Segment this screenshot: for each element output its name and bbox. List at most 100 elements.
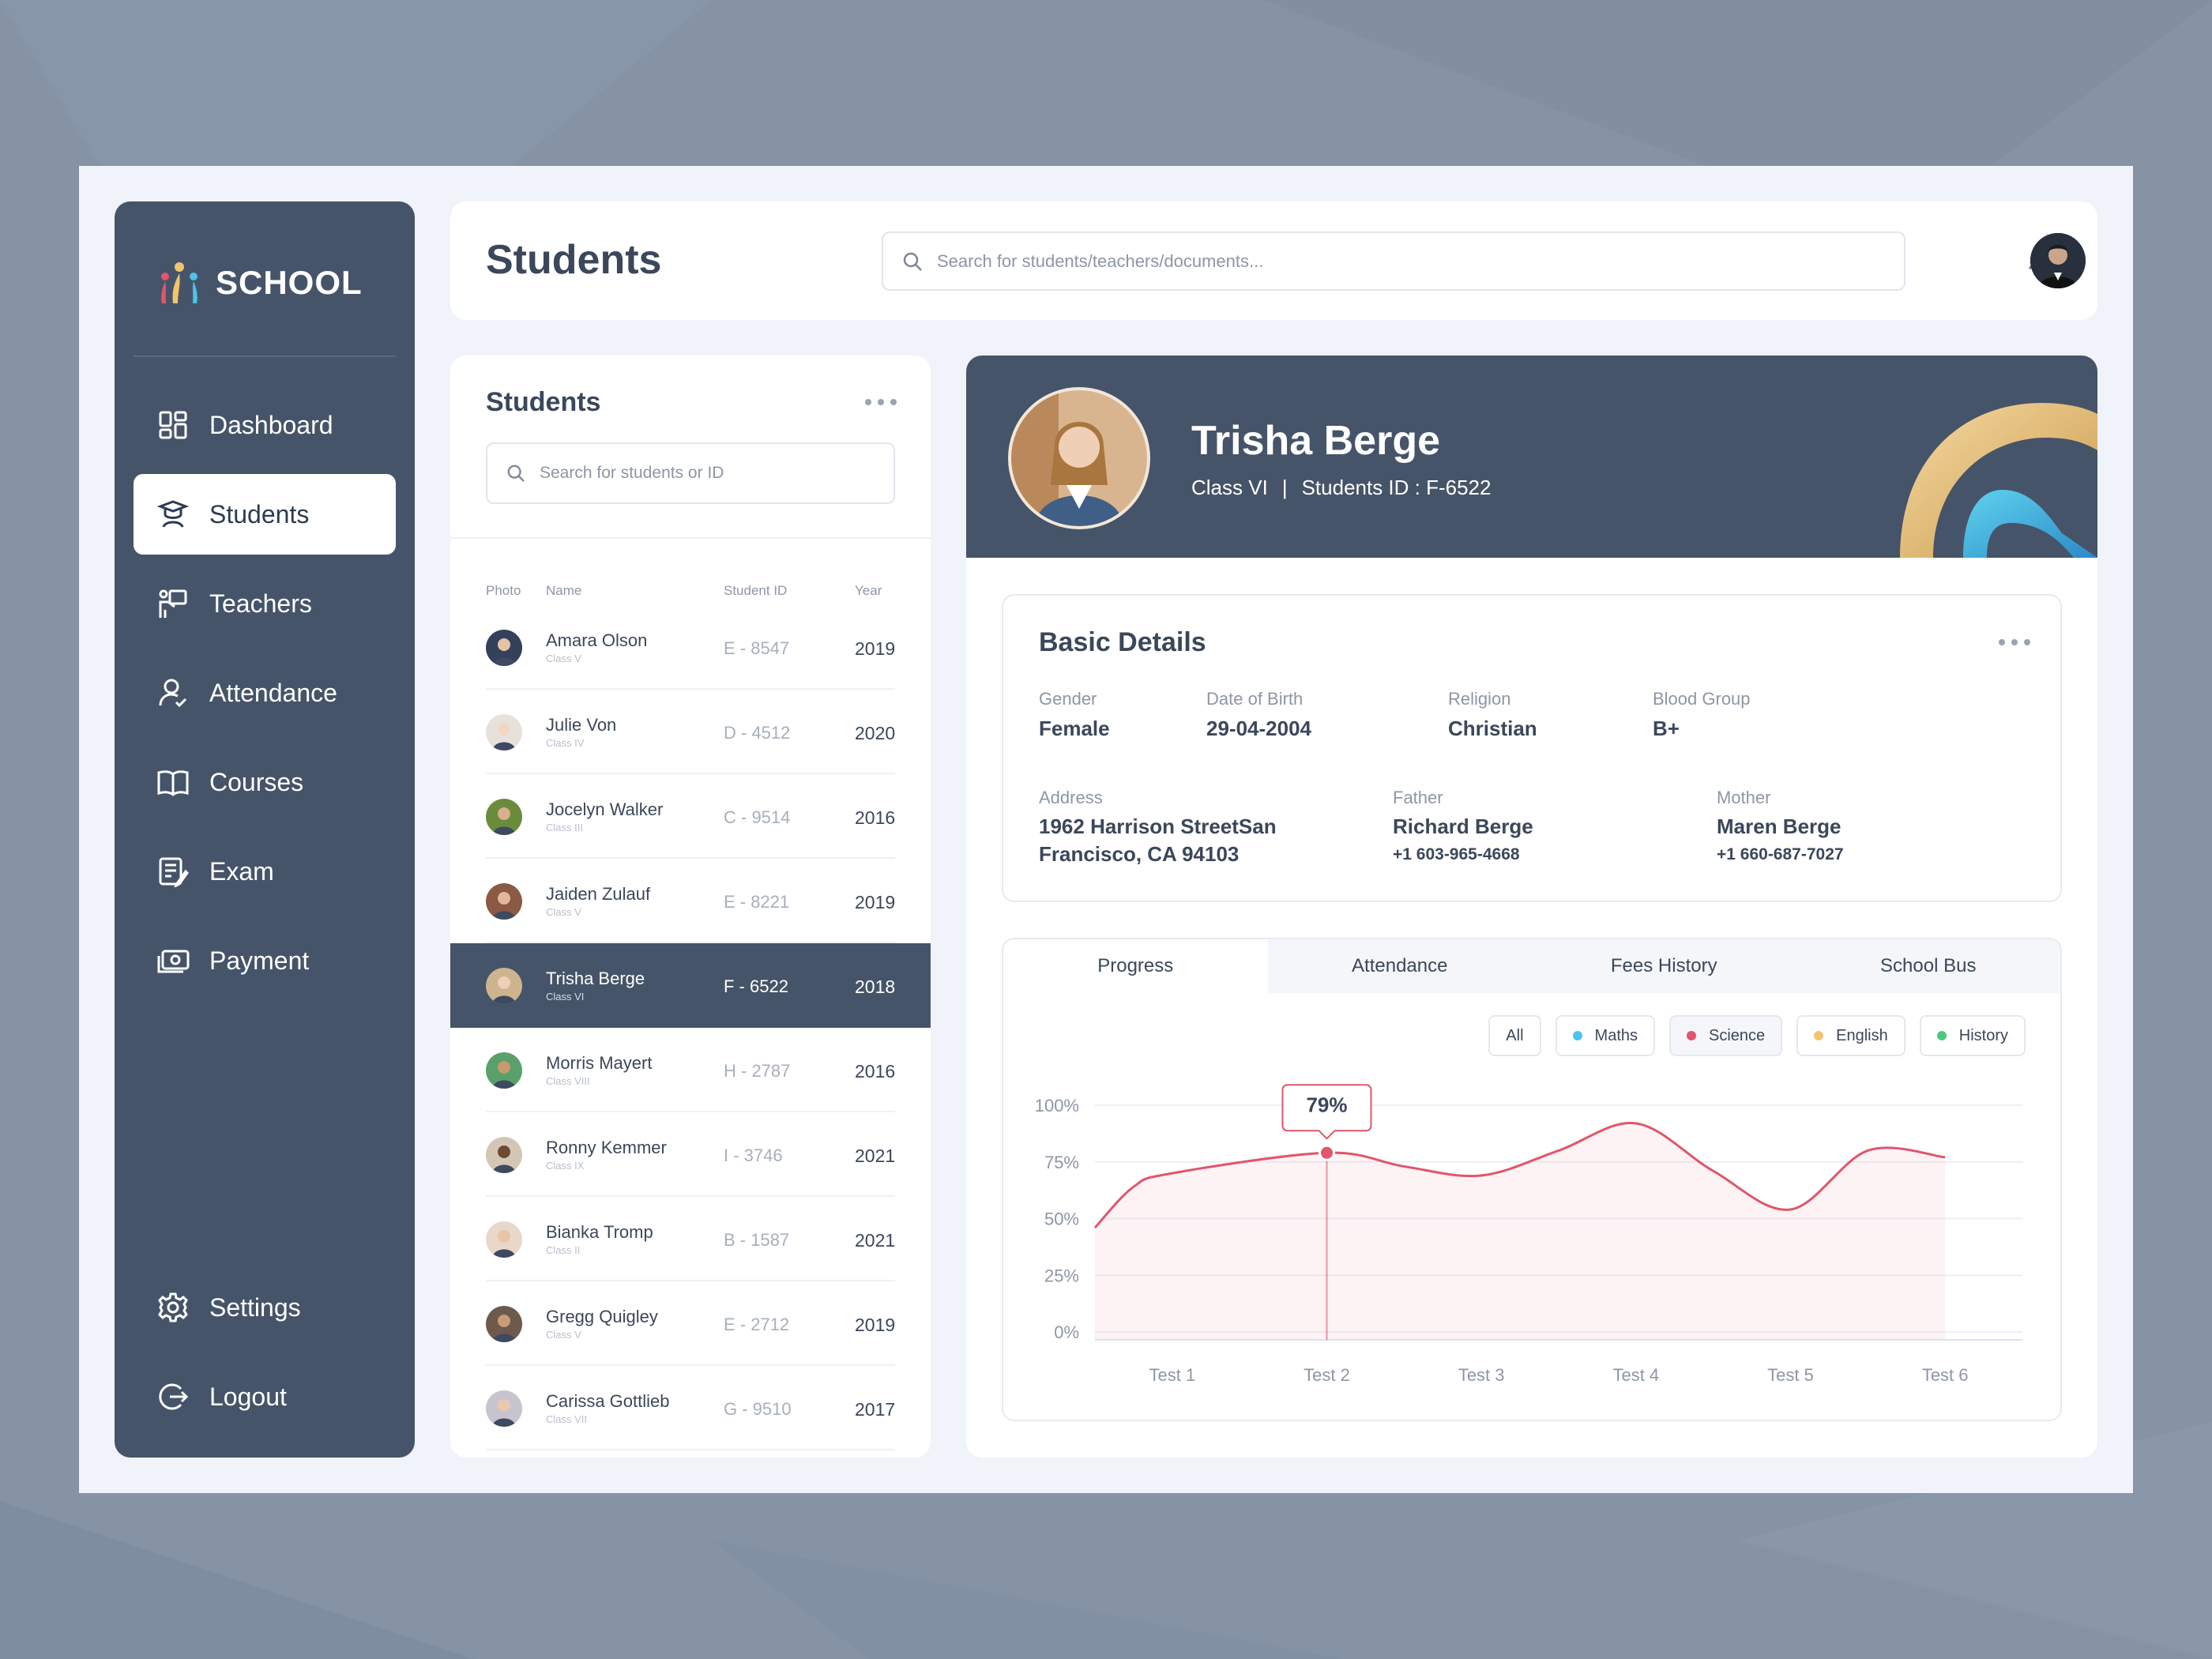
student-name: Bianka Tromp xyxy=(546,1222,653,1242)
logo[interactable]: SCHOOL xyxy=(154,255,363,310)
dashboard-icon xyxy=(156,408,190,442)
column-header-name: Name xyxy=(546,583,582,598)
profile-banner: Trisha Berge Class VI | Students ID : F-… xyxy=(966,356,2097,558)
series-area xyxy=(1095,1123,1946,1340)
student-class: Class VI xyxy=(546,991,585,1003)
table-row[interactable]: Ronny Kemmer Class IX I - 3746 2021 xyxy=(450,1112,931,1197)
sidebar-item-payment[interactable]: Payment xyxy=(134,920,396,1001)
global-search-box[interactable] xyxy=(882,231,1905,291)
more-options-icon[interactable] xyxy=(1999,639,2030,647)
filter-science[interactable]: Science xyxy=(1669,1015,1783,1056)
payment-icon xyxy=(156,943,190,978)
students-list-panel: Students Photo Name Student ID Year Amar… xyxy=(450,356,931,1458)
filter-label: Maths xyxy=(1594,1026,1638,1044)
table-row[interactable]: Amara Olson Class V E - 8547 2019 xyxy=(450,605,931,690)
address-label: Address xyxy=(1039,788,1103,807)
sidebar-item-logout[interactable]: Logout xyxy=(134,1356,396,1437)
student-class: Class IV xyxy=(546,737,585,749)
sidebar-item-label: Students xyxy=(209,499,310,529)
blood-group-label: Blood Group xyxy=(1653,689,1751,709)
user-avatar[interactable] xyxy=(2030,233,2086,288)
student-id: B - 1587 xyxy=(724,1230,790,1250)
student-name: Jocelyn Walker xyxy=(546,799,664,819)
student-class: Class V xyxy=(546,653,581,664)
filter-label: Science xyxy=(1709,1026,1766,1044)
tab-fees-history[interactable]: Fees History xyxy=(1610,955,1717,976)
global-search-input[interactable] xyxy=(937,250,1904,272)
student-avatar xyxy=(486,799,522,835)
table-row[interactable]: Morris Mayert Class VIII H - 2787 2016 xyxy=(450,1028,931,1112)
table-row[interactable]: Julie Von Class IV D - 4512 2020 xyxy=(450,690,931,774)
progress-tabs: Progress Attendance Fees History School … xyxy=(1003,939,2060,993)
table-row[interactable]: Bianka Tromp Class II B - 1587 2021 xyxy=(450,1197,931,1281)
sidebar-item-teachers[interactable]: Teachers xyxy=(134,563,396,644)
student-search-box[interactable] xyxy=(486,442,895,504)
progress-card: Progress Attendance Fees History School … xyxy=(1002,938,2062,1421)
x-tick-label: Test 1 xyxy=(1149,1365,1195,1385)
more-options-icon[interactable] xyxy=(865,399,897,407)
filter-label: All xyxy=(1506,1026,1524,1044)
filter-maths[interactable]: Maths xyxy=(1555,1015,1655,1056)
student-year: 2016 xyxy=(855,807,896,828)
students-icon xyxy=(156,497,190,532)
sidebar-item-attendance[interactable]: Attendance xyxy=(134,653,396,733)
row-divider xyxy=(486,1280,895,1281)
table-row[interactable]: Gregg Quigley Class V E - 2712 2019 xyxy=(450,1281,931,1366)
tab-school-bus[interactable]: School Bus xyxy=(1880,955,1977,976)
filter-english[interactable]: English xyxy=(1796,1015,1905,1056)
student-id: F - 6522 xyxy=(724,976,788,996)
table-row[interactable]: Jocelyn Walker Class III C - 9514 2016 xyxy=(450,774,931,859)
sidebar-divider xyxy=(134,356,396,357)
search-icon xyxy=(903,252,922,271)
column-header-year: Year xyxy=(855,583,882,598)
filter-history[interactable]: History xyxy=(1919,1015,2026,1056)
row-divider xyxy=(486,857,895,859)
tab-attendance[interactable]: Attendance xyxy=(1352,955,1448,976)
table-row[interactable]: Jaiden Zulauf Class V E - 8221 2019 xyxy=(450,859,931,943)
y-tick-label: 50% xyxy=(1044,1209,1079,1229)
student-id: G - 9510 xyxy=(724,1399,792,1419)
student-class: Class II xyxy=(546,1244,581,1256)
student-class: Class IX xyxy=(546,1160,585,1172)
student-avatar xyxy=(486,1137,522,1173)
table-row[interactable]: Trisha Berge Class VI F - 6522 2018 xyxy=(450,943,931,1028)
student-name: Trisha Berge xyxy=(1191,418,1441,464)
student-class: Class VI xyxy=(1191,476,1268,499)
sidebar-item-settings[interactable]: Settings xyxy=(134,1267,396,1348)
father-label: Father xyxy=(1393,788,1443,807)
highlight-tooltip-label: 79% xyxy=(1306,1093,1347,1116)
sidebar-item-dashboard[interactable]: Dashboard xyxy=(134,385,396,465)
address-line-2: Francisco, CA 94103 xyxy=(1039,842,1240,866)
mother-phone: +1 660-687-7027 xyxy=(1717,845,1844,863)
column-header-photo: Photo xyxy=(486,583,521,598)
sidebar-item-exam[interactable]: Exam xyxy=(134,831,396,912)
student-search-input[interactable] xyxy=(540,464,893,483)
app-name: SCHOOL xyxy=(216,264,363,301)
student-id: D - 4512 xyxy=(724,723,791,743)
row-divider xyxy=(486,1111,895,1112)
x-tick-label: Test 4 xyxy=(1612,1365,1659,1385)
student-avatar xyxy=(486,1306,522,1342)
highlight-tooltip xyxy=(1281,1084,1372,1140)
sidebar-item-label: Exam xyxy=(209,856,274,886)
student-avatar xyxy=(486,968,522,1004)
student-class: Class V xyxy=(546,1329,581,1341)
student-name: Ronny Kemmer xyxy=(546,1138,667,1157)
science-dot-icon xyxy=(1687,1031,1696,1040)
student-photo xyxy=(1008,387,1150,529)
sidebar-item-students[interactable]: Students xyxy=(134,474,396,555)
top-header: Students 4 xyxy=(450,201,2097,320)
blood-group-value: B+ xyxy=(1653,717,1680,740)
x-tick-label: Test 5 xyxy=(1767,1365,1814,1385)
student-name: Jaiden Zulauf xyxy=(546,884,651,904)
row-divider xyxy=(486,688,895,690)
student-name: Trisha Berge xyxy=(546,969,645,988)
table-row[interactable]: Carissa Gottlieb Class VII G - 9510 2017 xyxy=(450,1366,931,1450)
tab-progress[interactable]: Progress xyxy=(1003,939,1268,993)
highlight-point xyxy=(1319,1144,1335,1161)
student-class: Class III xyxy=(546,822,583,833)
meta-separator: | xyxy=(1281,476,1288,499)
filter-all[interactable]: All xyxy=(1488,1015,1541,1056)
sidebar-item-courses[interactable]: Courses xyxy=(134,742,396,822)
x-tick-label: Test 3 xyxy=(1458,1365,1505,1385)
